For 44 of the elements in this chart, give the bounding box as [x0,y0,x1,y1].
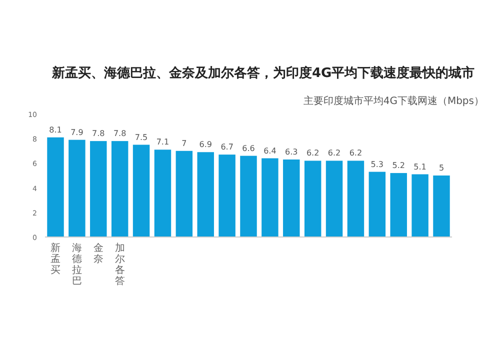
x-tick-label: 金奈 [93,242,104,265]
data-label: 6.7 [220,142,234,152]
data-label: 6.2 [349,148,362,158]
data-label: 7.9 [70,128,84,137]
data-label: 5.1 [414,162,426,172]
bar [218,154,236,237]
bar [304,160,322,237]
bar [390,173,407,237]
data-label: 6.9 [199,140,212,150]
data-label: 7.8 [113,129,126,138]
bar [47,137,64,237]
chart-title: 新孟买、海德巴拉、金奈及加尔各答，为印度4G平均下载速度最快的城市 [51,65,475,81]
data-label: 8.1 [49,125,62,134]
bar [132,144,150,237]
data-label: 6.2 [306,148,320,158]
chart-subtitle: 主要印度城市平均4G下载网速（Mbps） [303,95,484,107]
bar [68,140,86,237]
data-label: 7 [182,138,187,148]
bar [326,160,343,237]
data-label: 7.1 [156,138,170,147]
bar [262,158,278,237]
data-label: 5.2 [392,161,405,170]
bar [111,141,128,237]
data-label: 5.3 [370,160,384,169]
data-label: 6.3 [285,148,298,157]
bar [433,176,450,237]
x-tick-label: 加尔各答 [114,242,125,287]
bar [90,141,107,237]
x-tick-label: 海德拉巴 [72,242,82,287]
bar [368,172,386,237]
bar [197,152,214,237]
x-tick-label: 新孟买 [50,242,61,276]
bar [240,156,257,237]
data-label: 7.8 [92,129,105,138]
bar [412,174,428,237]
data-label: 6.2 [328,148,341,158]
bar [154,150,172,237]
bar [283,160,300,237]
bar [176,150,193,237]
data-label: 5 [438,164,444,172]
data-label: 7.5 [134,132,148,142]
data-label: 6.6 [242,144,255,153]
bar [347,160,364,237]
data-label: 6.4 [264,146,276,156]
